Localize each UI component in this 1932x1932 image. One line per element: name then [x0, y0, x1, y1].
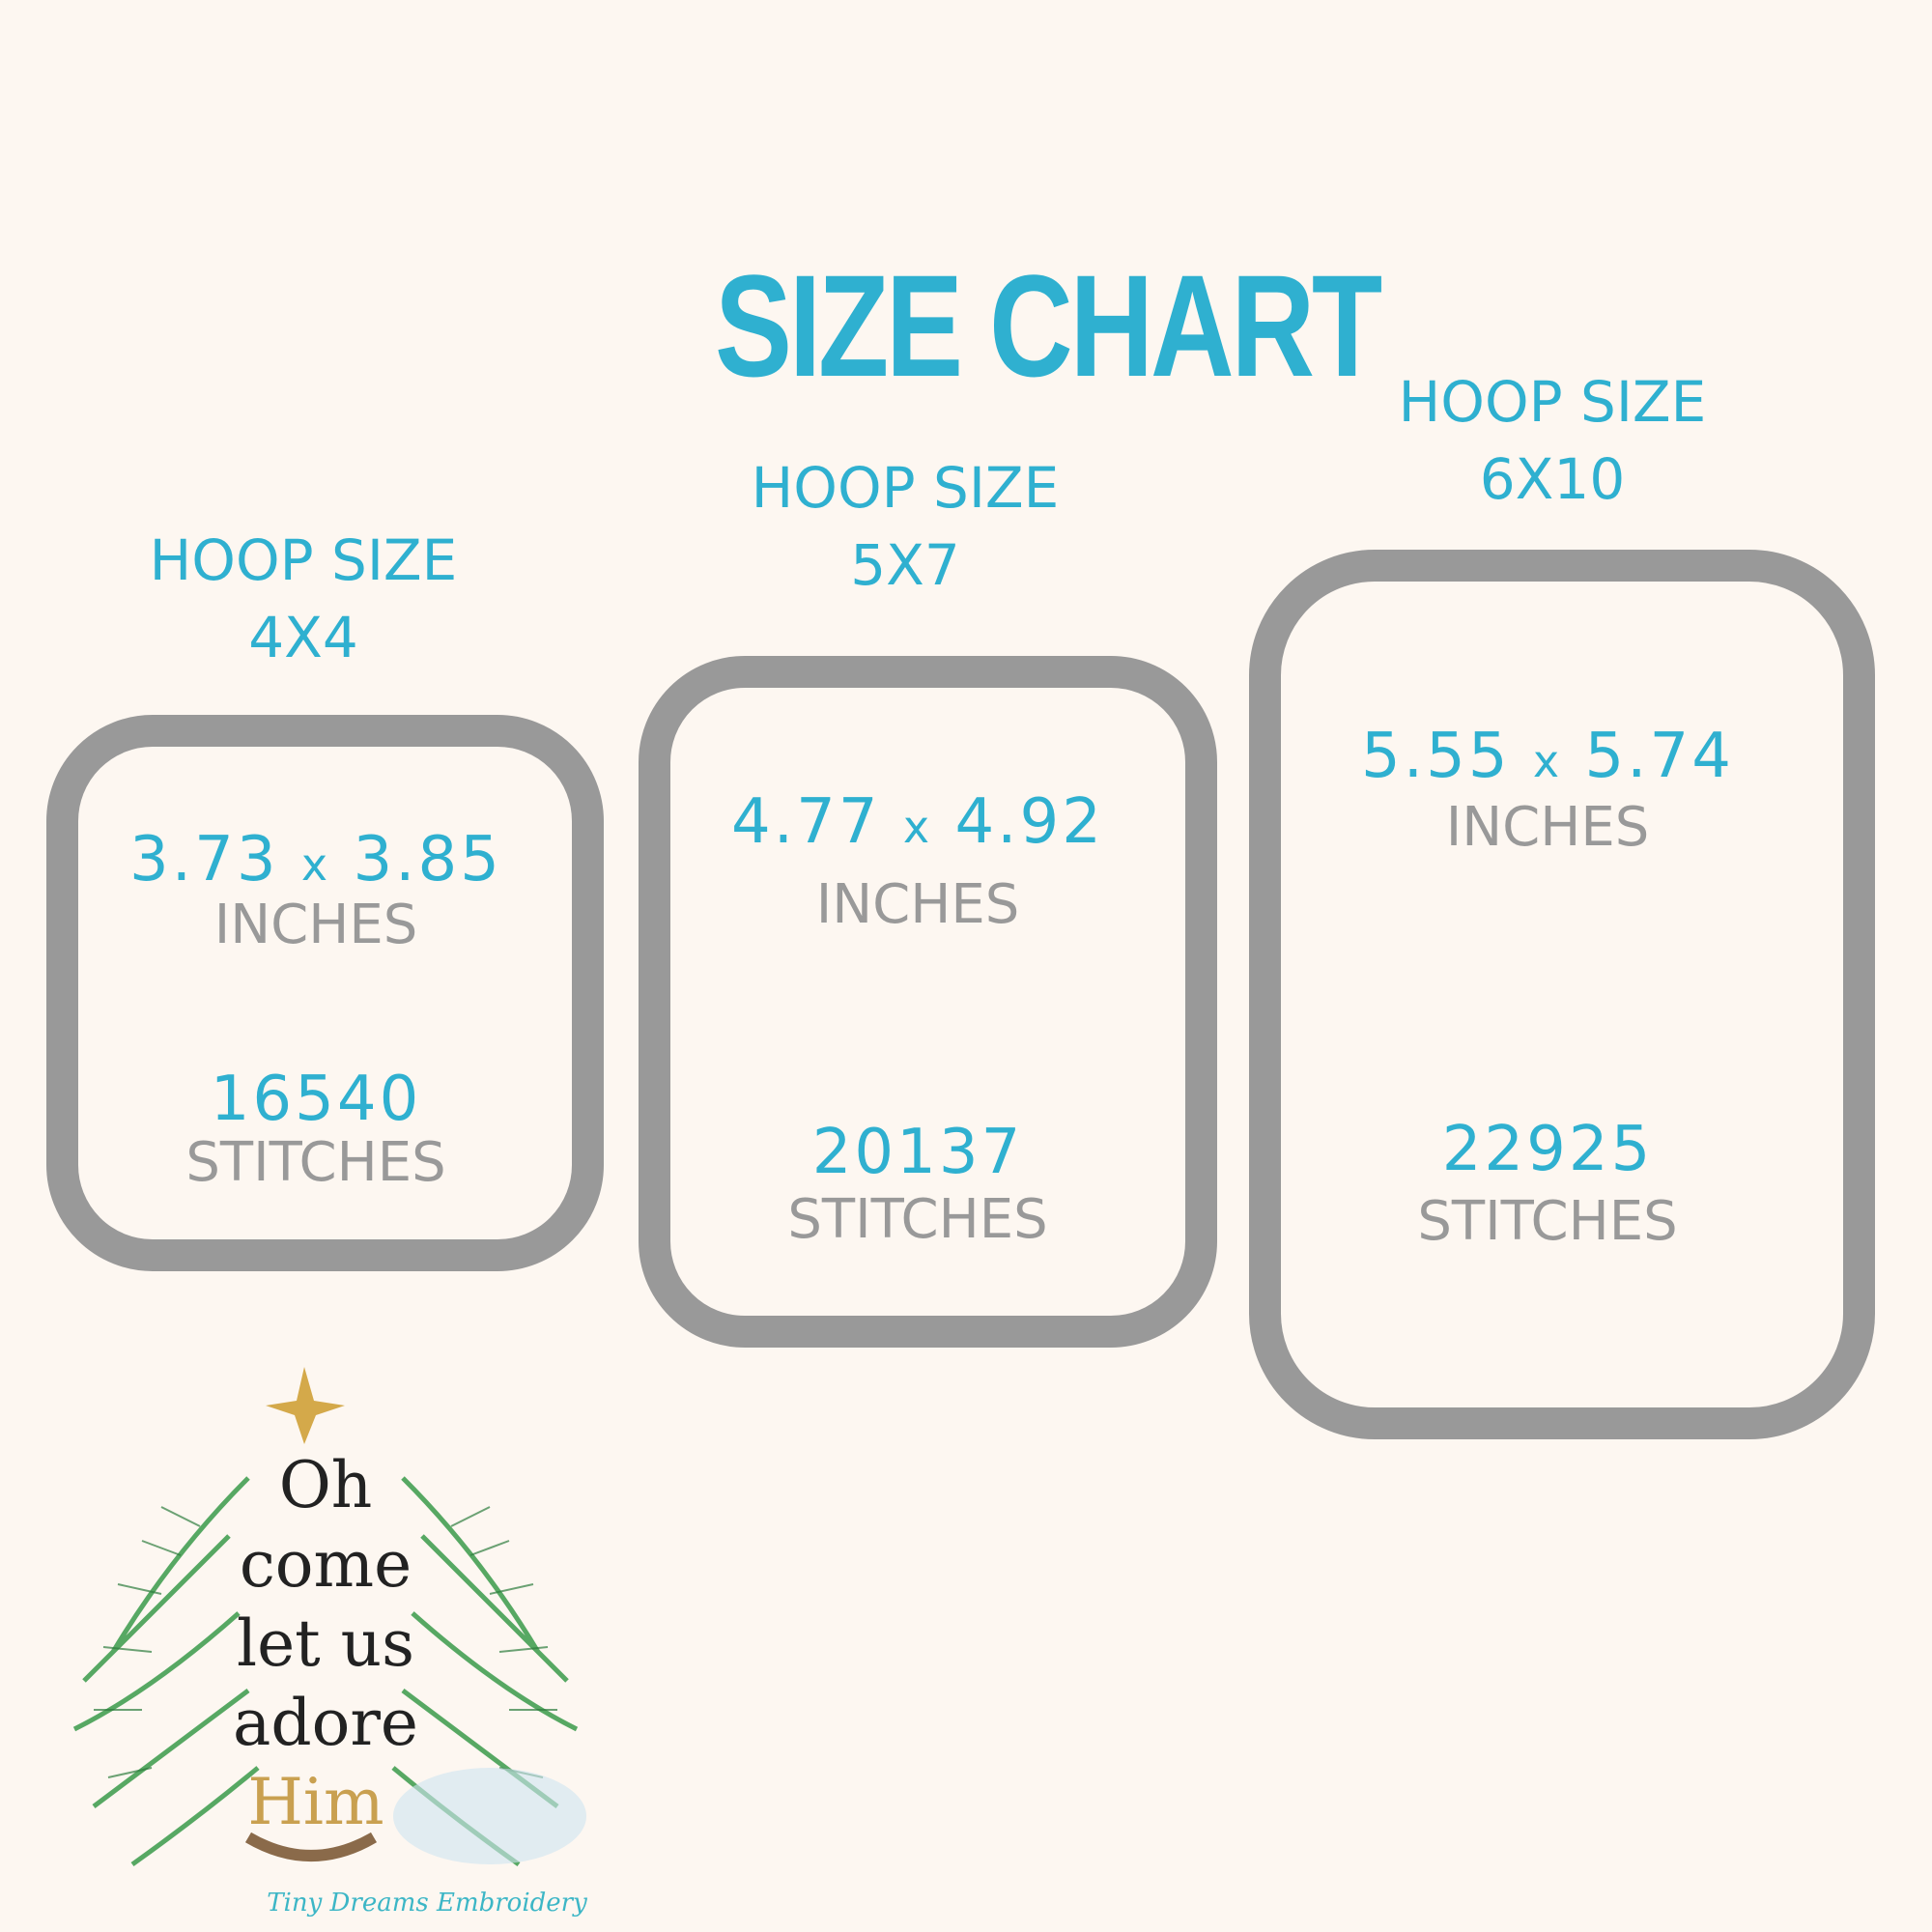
- page-title-wrapper: SIZE CHART: [632, 253, 1382, 398]
- stitches-label: STITCHES: [185, 1131, 446, 1194]
- hoop-size-value: 5X7: [850, 532, 960, 598]
- design-text-line: Him: [247, 1765, 384, 1839]
- embroidery-design-preview: Oh come let us adore Him Tiny Dreams Emb…: [55, 1362, 615, 1922]
- manger-icon: [244, 1832, 378, 1861]
- dimensions-6x10: 5.55 x 5.74: [1361, 721, 1734, 792]
- unit-label: INCHES: [213, 894, 418, 956]
- stitches-label: STITCHES: [1417, 1190, 1678, 1253]
- hoop-size-value: 6X10: [1479, 446, 1626, 512]
- hoop-size-label: HOOP SIZE: [1398, 369, 1707, 435]
- unit-label: INCHES: [815, 873, 1020, 936]
- design-text-line: let us: [237, 1606, 414, 1681]
- hoop-label-6x10: HOOP SIZE 6X10: [1311, 363, 1794, 518]
- stitch-count-5x7: 20137: [811, 1117, 1024, 1188]
- hoop-label-5x7: HOOP SIZE 5X7: [664, 449, 1147, 604]
- star-icon: [266, 1367, 345, 1444]
- dimensions-4x4: 3.73 x 3.85: [129, 824, 502, 895]
- hoop-size-label: HOOP SIZE: [751, 455, 1060, 521]
- hoop-frame-5x7: [639, 656, 1217, 1348]
- hoop-frame-6x10: [1249, 550, 1875, 1439]
- hoop-size-value: 4X4: [248, 605, 358, 670]
- dimensions-5x7: 4.77 x 4.92: [731, 786, 1104, 858]
- hoop-frame-4x4: [46, 715, 604, 1271]
- pine-branches-icon: Oh come let us adore Him Tiny Dreams Emb…: [72, 1367, 587, 1918]
- design-text-line: adore: [233, 1686, 418, 1760]
- hoop-label-4x4: HOOP SIZE 4X4: [62, 522, 545, 676]
- design-text-line: come: [240, 1527, 412, 1602]
- watermark: Tiny Dreams Embroidery: [267, 1889, 587, 1918]
- unit-label: INCHES: [1445, 796, 1650, 859]
- stitch-count-4x4: 16540: [210, 1064, 422, 1135]
- hoop-size-label: HOOP SIZE: [149, 527, 458, 593]
- cloud-icon: [393, 1768, 586, 1864]
- stitches-label: STITCHES: [787, 1188, 1048, 1251]
- page-title: SIZE CHART: [715, 244, 1382, 407]
- stitch-count-6x10: 22925: [1441, 1114, 1654, 1185]
- design-text-line: Oh: [279, 1448, 373, 1522]
